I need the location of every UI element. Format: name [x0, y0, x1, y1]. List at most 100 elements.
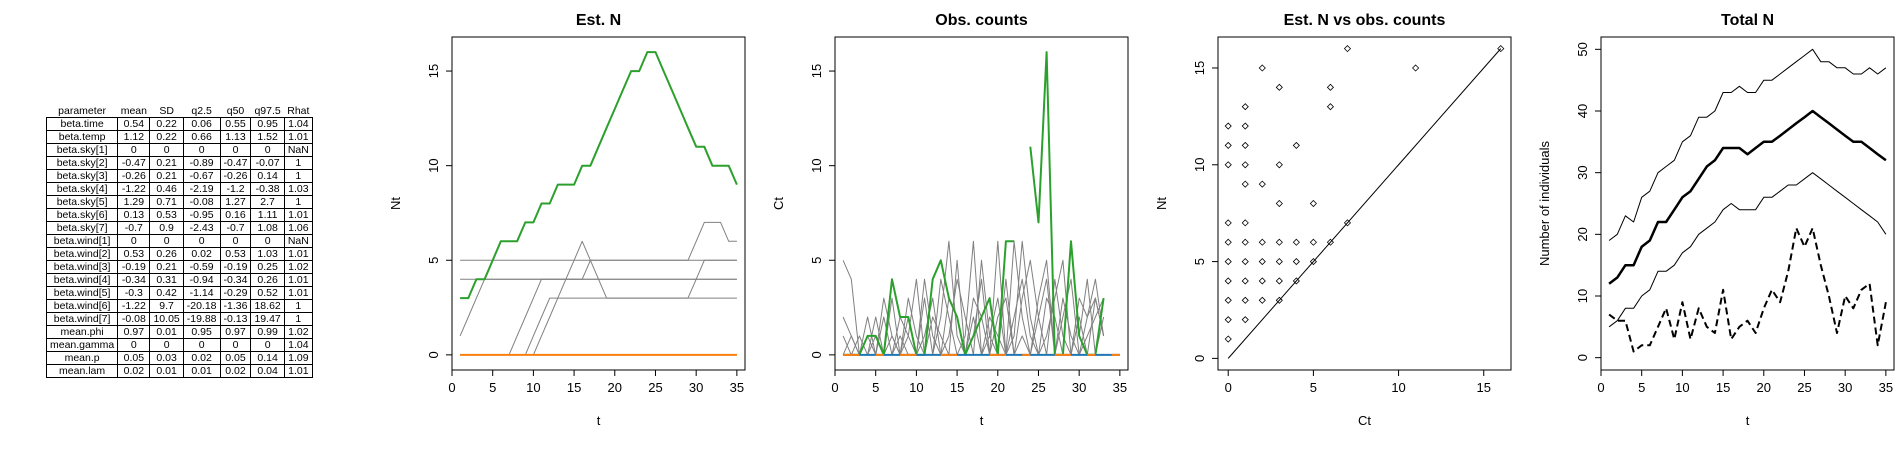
scatter-point — [1275, 83, 1283, 91]
x-tick-label: 20 — [1757, 380, 1771, 395]
table-row: beta.wind[3] -0.19 0.21 -0.59 -0.19 0.25 1.02 — [45, 260, 313, 274]
scatter-point — [1241, 277, 1249, 285]
scatter-point — [1224, 161, 1232, 169]
table-header-cell: mean — [120, 105, 147, 117]
scatter-point — [1241, 219, 1249, 227]
scatter-point — [1241, 296, 1249, 304]
x-tick-label: 35 — [1113, 380, 1127, 395]
x-tick-label: 10 — [1391, 380, 1405, 395]
y-tick-label: 50 — [1575, 42, 1590, 56]
table-cell-value: 1.01 — [283, 364, 313, 378]
scatter-point — [1292, 238, 1300, 246]
table-cell-value: 0.03 — [149, 351, 184, 365]
x-tick-label: 5 — [1310, 380, 1317, 395]
table-row: beta.sky[1] 0 0 0 0 0 NaN — [45, 143, 313, 157]
scatter-point — [1258, 277, 1266, 285]
table-cell-value: -0.26 — [219, 169, 252, 183]
y-axis-label: Nt — [1154, 197, 1169, 210]
x-tick-label: 30 — [1838, 380, 1852, 395]
x-tick-label: 25 — [1031, 380, 1045, 395]
table-row: mean.lam 0.02 0.01 0.01 0.02 0.04 1.01 — [45, 364, 313, 378]
scatter-point — [1241, 103, 1249, 111]
y-tick-label: 15 — [426, 64, 441, 78]
table-cell-value: 1.12 — [117, 130, 151, 144]
table-header-cell: q50 — [226, 105, 245, 117]
scatter-point — [1224, 296, 1232, 304]
scatter-point — [1292, 258, 1300, 266]
table-header-cell: q97.5 — [254, 105, 281, 117]
table-cell-value: 0.22 — [149, 130, 184, 144]
scatter-point — [1241, 316, 1249, 324]
plot-frame — [1217, 36, 1512, 371]
x-tick-label: 5 — [1638, 380, 1645, 395]
scatter-point — [1343, 219, 1352, 227]
x-tick-label: 5 — [489, 380, 496, 395]
table-cell-parameter: beta.sky[5] — [45, 195, 119, 209]
table-cell-value: 0 — [250, 143, 285, 157]
parameter-table: parameter mean SD q2.5 q50 q97.5 Rhat beta.tim… — [45, 105, 313, 378]
table-header-cell: q2.5 — [191, 105, 212, 117]
table-cell-value: 0.01 — [149, 364, 184, 378]
scatter-point — [1241, 161, 1249, 169]
table-row: mean.p 0.05 0.03 0.02 0.05 0.14 1.09 — [45, 351, 313, 365]
chart-title: Est. N vs obs. counts — [1284, 12, 1446, 29]
scatter-point — [1326, 238, 1334, 246]
scatter-point — [1497, 45, 1505, 53]
scatter-point — [1275, 277, 1283, 285]
y-tick-label: 15 — [1192, 61, 1207, 75]
scatter-point — [1224, 335, 1232, 343]
table-cell-value: 0.26 — [250, 273, 285, 287]
scatter-point — [1224, 238, 1232, 246]
y-tick-label: 0 — [809, 351, 824, 358]
scatter-point — [1224, 219, 1232, 227]
x-tick-label: 0 — [831, 380, 838, 395]
table-cell-parameter: mean.phi — [45, 325, 119, 339]
y-tick-label: 5 — [1192, 258, 1207, 265]
table-row: beta.sky[7] -0.7 0.9 -2.43 -0.7 1.08 1.06 — [45, 221, 313, 235]
scatter-point — [1326, 103, 1334, 111]
y-tick-label: 10 — [1192, 158, 1207, 172]
table-cell-value: 1.02 — [283, 325, 313, 339]
table-cell-value: 0.13 — [117, 208, 151, 222]
scatter-point — [1258, 238, 1266, 246]
table-cell-value: 0.9 — [149, 221, 184, 235]
table-cell-value: 1.11 — [250, 208, 285, 222]
y-tick-label: 0 — [1192, 355, 1207, 362]
x-tick-label: 35 — [1879, 380, 1893, 395]
scatter-point — [1309, 258, 1317, 266]
table-cell-value: 0.05 — [117, 351, 151, 365]
table-cell-value: 0.04 — [250, 364, 285, 378]
table-cell-value: 0.31 — [149, 273, 184, 287]
x-tick-label: 15 — [950, 380, 964, 395]
x-tick-label: 10 — [1675, 380, 1689, 395]
x-tick-label: 15 — [1477, 380, 1491, 395]
series-line — [460, 259, 737, 356]
table-cell-value: -1.22 — [117, 182, 151, 196]
x-tick-label: 20 — [991, 380, 1005, 395]
scatter-point — [1309, 238, 1317, 246]
table-cell-value: 0.46 — [149, 182, 184, 196]
scatter-point — [1241, 238, 1249, 246]
table-row: beta.wind[2] 0.53 0.26 0.02 0.53 1.03 1.01 — [45, 247, 313, 261]
scatter-point — [1224, 258, 1232, 266]
reference-line — [1227, 48, 1502, 359]
table-cell-parameter: mean.lam — [45, 364, 119, 378]
series-line — [459, 278, 737, 337]
table-cell-value: 0.53 — [149, 208, 184, 222]
x-tick-label: 15 — [1716, 380, 1730, 395]
scatter-point — [1224, 316, 1232, 324]
table-cell-value: 0.95 — [250, 117, 285, 131]
table-cell-value: 1.01 — [283, 273, 313, 287]
table-row: beta.wind[1] 0 0 0 0 0 NaN — [45, 234, 313, 248]
scatter-point — [1224, 122, 1232, 130]
x-tick-label: 20 — [608, 380, 622, 395]
scatter-point — [1275, 161, 1283, 169]
table-cell-value: -0.29 — [219, 286, 252, 300]
y-axis-label: Number of individuals — [1537, 141, 1552, 267]
x-tick-label: 25 — [1797, 380, 1811, 395]
table-cell-value: 1.01 — [283, 286, 313, 300]
table-cell-value: NaN — [283, 234, 313, 248]
table-cell-value: 0.06 — [182, 117, 221, 131]
table-cell-value: 0 — [149, 234, 184, 248]
series-line — [1608, 172, 1887, 328]
